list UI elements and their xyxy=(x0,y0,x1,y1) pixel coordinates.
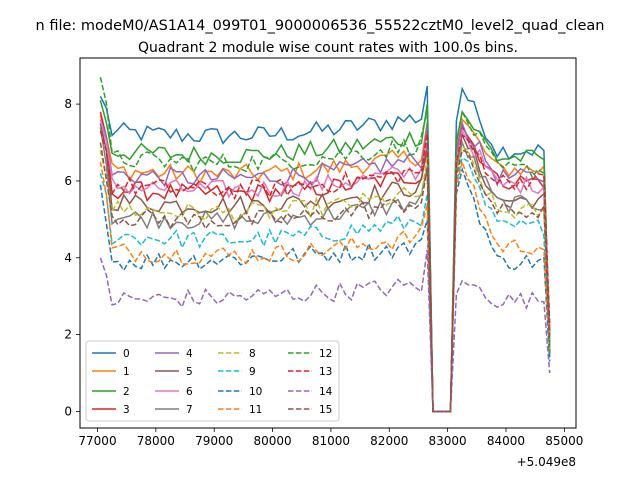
series-line-2 xyxy=(99,100,551,413)
x-tick-label: 77000 xyxy=(78,434,116,448)
legend-label-9: 9 xyxy=(249,366,256,378)
x-tick-label: 85000 xyxy=(545,434,583,448)
legend-label-0: 0 xyxy=(123,348,130,360)
series-line-4 xyxy=(99,119,551,413)
legend-label-11: 11 xyxy=(249,404,262,416)
legend-label-4: 4 xyxy=(186,348,193,360)
legend-label-5: 5 xyxy=(186,366,193,378)
x-axis: 77000 78000 79000 80000 81000 82000 83000 84000… xyxy=(78,428,583,448)
series-line-11 xyxy=(99,158,551,413)
legend-label-15: 15 xyxy=(319,404,332,416)
series-line-9 xyxy=(99,156,551,413)
series-line-14 xyxy=(99,249,551,413)
chart-title: Quadrant 2 module wise count rates with … xyxy=(138,40,518,56)
series-line-6 xyxy=(99,119,551,413)
series-line-12 xyxy=(99,77,551,413)
series-line-10 xyxy=(99,166,551,413)
x-offset-label: +5.049e8 xyxy=(517,455,576,469)
y-axis: 0 2 4 6 8 xyxy=(64,97,80,418)
legend-label-6: 6 xyxy=(186,386,193,398)
y-tick-label: 4 xyxy=(64,251,72,265)
series-line-0 xyxy=(99,85,551,413)
x-tick-label: 84000 xyxy=(487,434,525,448)
y-tick-label: 6 xyxy=(64,174,72,188)
x-tick-label: 82000 xyxy=(370,434,408,448)
x-tick-label: 79000 xyxy=(195,434,233,448)
legend-frame xyxy=(85,340,340,422)
series-line-15 xyxy=(99,142,551,413)
x-tick-label: 81000 xyxy=(312,434,350,448)
legend-label-7: 7 xyxy=(186,404,193,416)
x-tick-label: 78000 xyxy=(137,434,175,448)
y-tick-label: 8 xyxy=(64,97,72,111)
legend-label-13: 13 xyxy=(319,366,332,378)
y-tick-label: 0 xyxy=(64,404,72,418)
legend-label-14: 14 xyxy=(319,386,333,398)
chart-suptitle: n file: modeM0/AS1A14_099T01_9000006536_… xyxy=(36,18,605,34)
y-tick-label: 2 xyxy=(64,328,72,342)
x-tick-label: 80000 xyxy=(253,434,291,448)
legend-label-8: 8 xyxy=(249,348,256,360)
series-line-3 xyxy=(99,111,551,413)
legend-label-10: 10 xyxy=(249,386,262,398)
axes-frame xyxy=(79,57,577,429)
legend-label-1: 1 xyxy=(123,366,130,378)
legend-label-3: 3 xyxy=(123,404,130,416)
series-line-8 xyxy=(99,145,551,413)
legend-label-2: 2 xyxy=(123,386,130,398)
x-tick-label: 83000 xyxy=(429,434,467,448)
series-line-7 xyxy=(99,127,551,413)
series-line-13 xyxy=(99,130,551,413)
plot-lines xyxy=(99,77,551,413)
legend-label-12: 12 xyxy=(319,348,332,360)
